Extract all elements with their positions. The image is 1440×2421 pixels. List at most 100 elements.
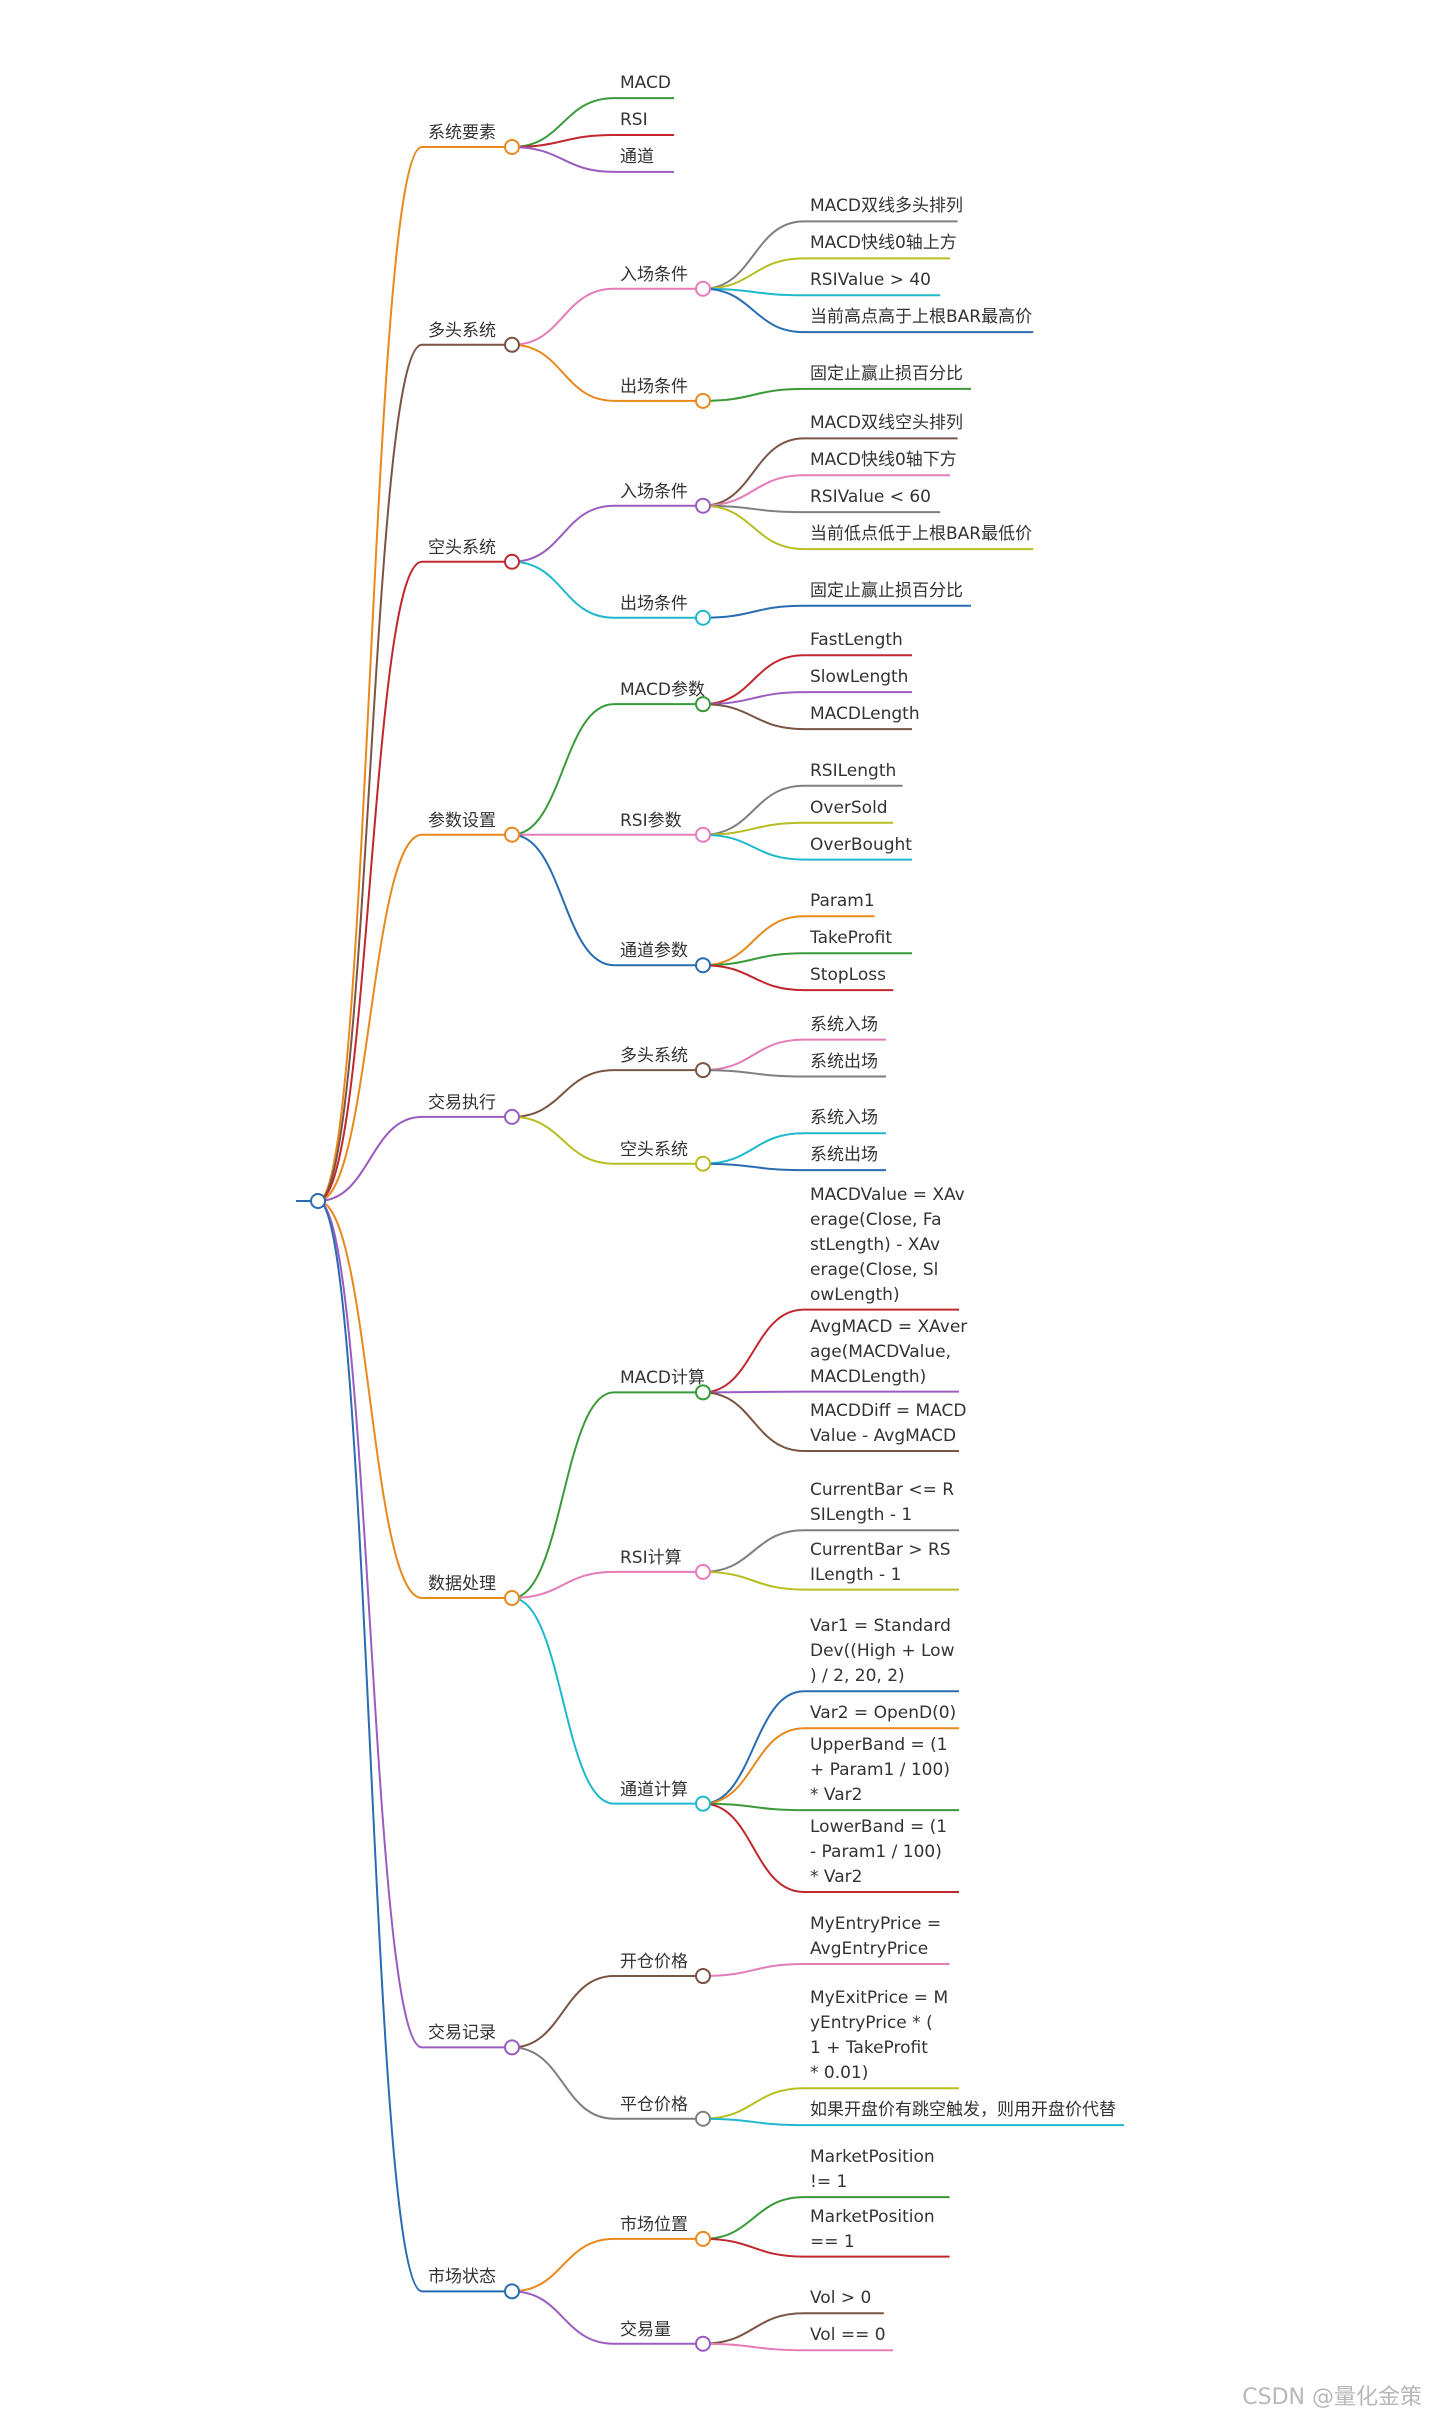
- subbranch-label: 入场条件: [620, 481, 688, 502]
- edge-to-leaf: [702, 784, 805, 836]
- edge-to-leaf: [702, 504, 805, 514]
- subbranch-node-circle: [695, 609, 711, 626]
- edge-to-leaf: [702, 1069, 805, 1078]
- edge-to-leaf: [702, 2237, 805, 2258]
- edge-to-leaf: [702, 703, 805, 731]
- edge-root-to-5: [317, 1200, 423, 1599]
- subbranch-node-circle: [695, 2335, 711, 2352]
- edge-to-leaf: [702, 654, 805, 706]
- leaf-label: MACDDiff = MACD Value - AvgMACD: [810, 1400, 967, 1446]
- edge-to-leaf: [702, 1132, 805, 1165]
- edge-to-leaf: [702, 1802, 805, 1812]
- edge-to-leaf: [702, 952, 805, 967]
- edge-root-to-4: [317, 1115, 423, 1202]
- leaf-label: UpperBand = (1 + Param1 / 100) * Var2: [810, 1735, 950, 1806]
- edge-to-leaf: [702, 287, 805, 297]
- leaf-label: 系统出场: [810, 1051, 878, 1072]
- leaf-label: 当前低点低于上根BAR最低价: [810, 524, 1033, 545]
- edge-to-subbranch: [511, 703, 615, 836]
- edge-root-to-7: [317, 1200, 423, 2293]
- subbranch-node-circle: [695, 696, 711, 713]
- branch-node-circle: [504, 336, 520, 353]
- subbranch-node-circle: [695, 826, 711, 843]
- edge-to-leaf: [702, 915, 805, 967]
- leaf-label: OverBought: [810, 834, 912, 855]
- edge-to-leaf: [702, 220, 805, 290]
- edge-to-leaf: [702, 2312, 805, 2345]
- subbranch-label: MACD计算: [620, 1368, 705, 1389]
- subbranch-label: 空头系统: [620, 1139, 688, 1160]
- edge-to-subbranch: [511, 287, 615, 346]
- edge-to-leaf: [702, 604, 805, 619]
- edge-to-leaf: [702, 287, 805, 334]
- edge-to-leaf: [702, 2087, 805, 2120]
- edge-to-leaf: [702, 1391, 805, 1452]
- edge-to-subbranch: [511, 343, 615, 402]
- edge-to-leaf: [702, 437, 805, 507]
- leaf-label: Var2 = OpenD(0): [810, 1703, 957, 1724]
- subbranch-label: 开仓价格: [620, 1952, 688, 1973]
- leaf-label: MACD双线空头排列: [810, 413, 963, 434]
- edge-root-to-1: [317, 343, 423, 1202]
- branch-node-circle: [504, 2283, 520, 2300]
- branch-label: 交易执行: [428, 1092, 496, 1113]
- leaf-label: MACDValue = XAv erage(Close, Fa stLength…: [810, 1184, 965, 1305]
- edge-root-to-6: [317, 1200, 423, 2049]
- leaf-label: RSI: [620, 110, 648, 130]
- edge-to-subbranch: [511, 2046, 615, 2120]
- subbranch-label: 多头系统: [620, 1046, 688, 1067]
- branch-node-circle: [504, 139, 520, 156]
- edge-root-to-2: [317, 560, 423, 1202]
- edge-to-leaf: [702, 387, 805, 402]
- branch-node-circle: [504, 1589, 520, 1606]
- subbranch-label: 出场条件: [620, 376, 688, 397]
- leaf-label: MACDLength: [810, 704, 920, 725]
- leaf-label: 系统入场: [810, 1108, 878, 1129]
- leaf-label: LowerBand = (1 - Param1 / 100) * Var2: [810, 1817, 948, 1888]
- subbranch-node-circle: [695, 1968, 711, 1985]
- edge-to-leaf: [702, 1162, 805, 1172]
- edge-to-leaf: [702, 1529, 805, 1573]
- edge-to-leaf: [511, 134, 615, 149]
- leaf-label: 当前高点高于上根BAR最高价: [810, 307, 1033, 328]
- leaf-label: RSILength: [810, 760, 897, 781]
- subbranch-node-circle: [695, 957, 711, 974]
- leaf-label: MarketPosition == 1: [810, 2206, 935, 2252]
- edge-to-subbranch: [511, 1570, 615, 1599]
- edge-to-leaf: [702, 1802, 805, 1894]
- leaf-label: 系统出场: [810, 1145, 878, 1166]
- edge-root-to-0: [317, 146, 423, 1202]
- branch-label: 系统要素: [428, 123, 496, 143]
- leaf-label: CurrentBar > RS ILength - 1: [810, 1539, 951, 1585]
- leaf-label: Param1: [810, 891, 875, 912]
- subbranch-label: 平仓价格: [620, 2094, 688, 2115]
- leaf-label: MarketPosition != 1: [810, 2147, 935, 2193]
- edge-to-subbranch: [511, 1597, 615, 1805]
- edge-root-to-3: [317, 833, 423, 1202]
- edge-to-subbranch: [511, 2237, 615, 2293]
- edge-to-leaf: [702, 1038, 805, 1072]
- leaf-label: RSIValue < 60: [810, 487, 931, 508]
- subbranch-node-circle: [695, 1155, 711, 1172]
- leaf-label: SlowLength: [810, 667, 909, 688]
- edge-to-subbranch: [511, 833, 615, 967]
- root-node-circle: [310, 1193, 326, 1209]
- subbranch-node-circle: [695, 1563, 711, 1580]
- leaf-label: MACD双线多头排列: [810, 196, 963, 217]
- leaf-label: AvgMACD = XAver age(MACDValue, MACDLengt…: [810, 1316, 968, 1387]
- edge-to-leaf: [702, 504, 805, 551]
- subbranch-label: RSI参数: [620, 810, 682, 831]
- leaf-label: MACD快线0轴下方: [810, 450, 957, 471]
- edge-to-leaf: [702, 1390, 805, 1394]
- subbranch-node-circle: [695, 2230, 711, 2247]
- leaf-label: MyEntryPrice = AvgEntryPrice: [810, 1914, 942, 1960]
- subbranch-label: 交易量: [620, 2319, 671, 2340]
- leaf-label: 固定止赢止损百分比: [810, 363, 963, 384]
- leaf-label: MACD: [620, 73, 671, 94]
- edge-to-subbranch: [511, 1115, 615, 1165]
- edge-to-leaf: [702, 2196, 805, 2240]
- edge-to-leaf: [702, 691, 805, 706]
- branch-node-circle: [504, 1108, 520, 1125]
- node-circle-layer: [310, 139, 711, 2352]
